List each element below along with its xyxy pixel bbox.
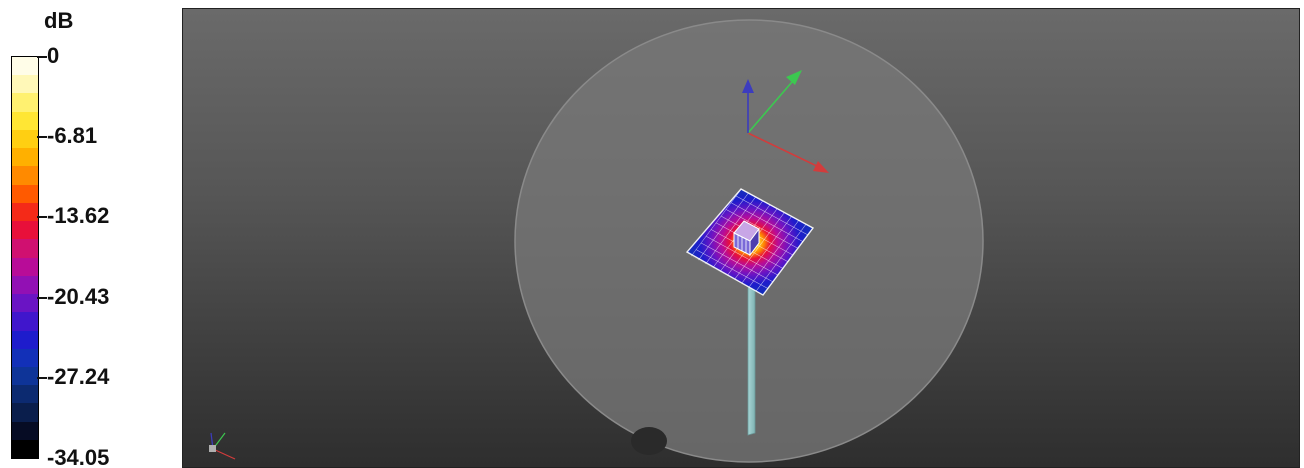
feed-post-icon: [747, 286, 756, 436]
colorbar-swatch: [12, 239, 38, 258]
colorbar-swatch: [12, 348, 38, 367]
legend-unit-label: dB: [44, 8, 74, 33]
colorbar-swatch: [12, 294, 38, 313]
legend-tick-mark: [37, 216, 47, 218]
colorbar-swatch: [12, 221, 38, 240]
colorbar: [11, 56, 39, 459]
scene-canvas: [209, 19, 984, 463]
legend-tick-mark: [37, 56, 47, 58]
colorbar-swatch: [12, 439, 38, 459]
colorbar-swatch: [12, 166, 38, 185]
legend-tick-label: 0: [47, 43, 60, 68]
colorbar-legend: dB 0 -6.81 -13.62 -20.43 -27.24 -34.05: [0, 0, 180, 468]
colorbar-swatch: [12, 312, 38, 331]
colorbar-swatch: [12, 330, 38, 349]
colorbar-swatch: [12, 257, 38, 276]
colorbar-swatch: [12, 111, 38, 130]
colorbar-swatch: [12, 275, 38, 295]
colorbar-swatch: [12, 366, 38, 386]
colorbar-swatch: [12, 202, 38, 222]
legend-tick-label: -6.81: [47, 123, 98, 148]
colorbar-swatch: [12, 403, 38, 422]
colorbar-swatch: [12, 385, 38, 404]
legend-tick-mark: [37, 136, 47, 138]
colorbar-swatch: [12, 75, 38, 94]
legend-tick-label: -13.62: [47, 203, 110, 228]
legend-tick-mark: [37, 377, 47, 379]
colorbar-swatch: [12, 129, 38, 149]
3d-viewport[interactable]: [182, 8, 1300, 468]
colorbar-swatch: [12, 148, 38, 167]
main-axis-triad-icon: [742, 70, 829, 173]
radiator-block-icon: [733, 220, 760, 257]
colorbar-swatch: [12, 184, 38, 203]
legend-tick-label: -27.24: [47, 364, 110, 389]
ground-hole-icon: [631, 427, 667, 455]
corner-axis-triad-icon: [209, 432, 236, 460]
colorbar-swatch: [12, 93, 38, 112]
legend-tick-mark: [37, 297, 47, 299]
legend-tick-label: -20.43: [47, 284, 110, 309]
colorbar-swatch: [12, 57, 38, 76]
colorbar-swatch: [12, 421, 38, 440]
legend-tick-label: -34.05: [47, 445, 110, 468]
